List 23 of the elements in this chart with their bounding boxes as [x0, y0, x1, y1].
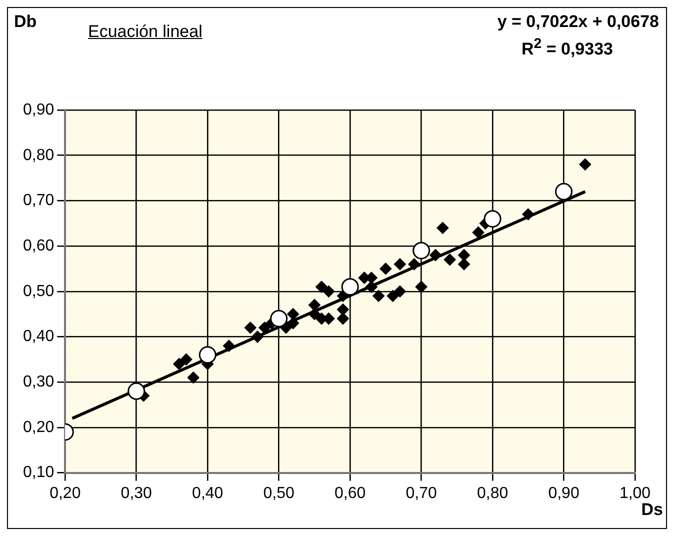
y-tick-label: 0,70	[23, 192, 54, 210]
y-axis-title: Db	[14, 12, 37, 32]
y-tick-label: 0,30	[23, 374, 54, 391]
chart-title: Ecuación lineal	[88, 22, 202, 42]
y-tick-label: 0,90	[23, 101, 54, 118]
y-tick-label: 0,80	[23, 146, 54, 164]
y-tick-label: 0,40	[23, 328, 54, 346]
x-axis-title: Ds	[641, 500, 663, 520]
y-tick-label: 0,20	[23, 418, 54, 436]
x-tick-label: 0,50	[263, 484, 295, 502]
x-tick-label: 1,00	[619, 484, 651, 502]
x-tick-label: 0,60	[334, 484, 366, 502]
x-tick-label: 0,80	[476, 484, 508, 502]
x-tick-label: 0,70	[406, 484, 437, 502]
x-tick-label: 0,90	[548, 484, 580, 502]
x-tick-label: 0,20	[50, 484, 81, 502]
x-tick-label: 0,40	[192, 484, 224, 502]
y-tick-label: 0,60	[23, 237, 54, 254]
y-tick-label: 0,10	[23, 464, 54, 482]
y-tick-label: 0,50	[23, 282, 54, 300]
text: y = 0,7022x + 0,0678	[497, 12, 659, 32]
x-tick-label: 0,30	[120, 484, 152, 502]
text: R$^{2}$ = 0,9333	[521, 36, 613, 60]
